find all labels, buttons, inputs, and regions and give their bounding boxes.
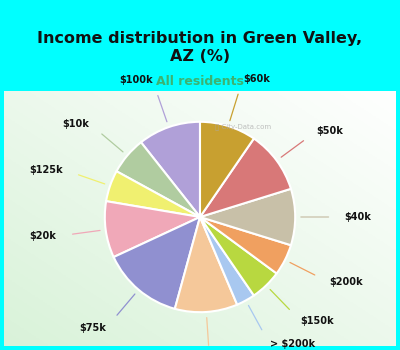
Wedge shape — [175, 217, 237, 312]
Text: $75k: $75k — [80, 322, 106, 332]
Text: $125k: $125k — [30, 164, 63, 175]
Wedge shape — [200, 217, 254, 304]
Text: $60k: $60k — [243, 74, 270, 84]
Text: Income distribution in Green Valley,
AZ (%): Income distribution in Green Valley, AZ … — [38, 32, 362, 64]
Wedge shape — [114, 217, 200, 309]
Text: $200k: $200k — [329, 277, 363, 287]
Wedge shape — [200, 217, 277, 295]
Wedge shape — [106, 171, 200, 217]
Wedge shape — [105, 201, 200, 257]
Wedge shape — [116, 142, 200, 217]
Text: $20k: $20k — [30, 231, 56, 241]
Text: All residents: All residents — [156, 75, 244, 88]
Wedge shape — [200, 122, 254, 217]
Text: $100k: $100k — [119, 75, 152, 85]
Wedge shape — [200, 217, 291, 273]
Wedge shape — [200, 189, 295, 245]
Text: ⓘ City-Data.com: ⓘ City-Data.com — [215, 123, 271, 130]
Wedge shape — [141, 122, 200, 217]
Text: > $200k: > $200k — [270, 339, 315, 349]
Text: $150k: $150k — [300, 316, 334, 326]
Wedge shape — [200, 139, 291, 217]
Text: $50k: $50k — [316, 126, 343, 136]
Text: $10k: $10k — [63, 119, 90, 128]
Text: $40k: $40k — [345, 212, 372, 222]
